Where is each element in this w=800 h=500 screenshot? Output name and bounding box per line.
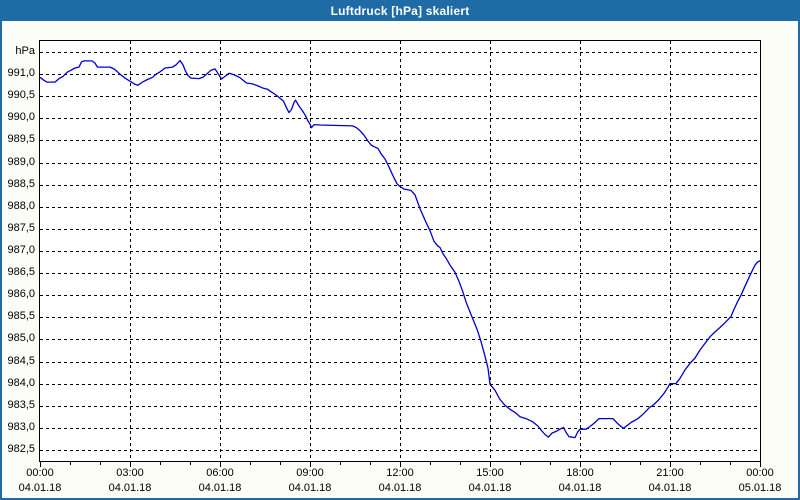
x-axis-label: 09:00 04.01.18 [265, 466, 355, 496]
x-axis-ticks [40, 462, 761, 467]
y-axis-label: 987,0 [7, 244, 35, 256]
x-axis-time-label: 09:00 [296, 467, 324, 479]
y-axis-unit-label: hPa [15, 45, 35, 58]
pressure-line [40, 59, 760, 439]
x-axis-date-label: 04.01.18 [468, 482, 512, 494]
y-axis-label: 983,5 [7, 398, 35, 411]
x-axis-label: 00:00 05.01.18 [715, 466, 800, 496]
y-axis-label: 984,5 [7, 354, 35, 367]
x-axis-time-label: 12:00 [386, 467, 414, 479]
x-axis-label: 00:00 04.01.18 [0, 466, 85, 496]
y-axis-label: 989,5 [7, 133, 35, 146]
x-axis-time-label: 06:00 [206, 467, 234, 479]
x-axis-label: 15:00 04.01.18 [445, 466, 535, 496]
y-axis-label: 985,0 [7, 332, 35, 345]
pressure-chart [40, 41, 760, 461]
x-axis-label: 21:00 04.01.18 [625, 466, 715, 496]
y-axis-label: 989,0 [7, 155, 35, 168]
y-axis-label: 988,5 [7, 177, 35, 190]
y-axis-label: 984,0 [7, 376, 35, 389]
x-axis-label: 12:00 04.01.18 [355, 466, 445, 496]
y-axis-label: 986,5 [7, 266, 35, 279]
window-titlebar: Luftdruck [hPa] skaliert [0, 0, 800, 21]
x-axis-time-label: 21:00 [656, 467, 684, 479]
plot-area [39, 40, 761, 462]
x-axis-label: 03:00 04.01.18 [85, 466, 175, 496]
y-axis-label: 990,0 [7, 111, 35, 124]
x-axis-time-label: 03:00 [116, 467, 144, 479]
x-axis-date-label: 04.01.18 [558, 482, 602, 494]
x-axis-date-label: 04.01.18 [648, 482, 692, 494]
window-title: Luftdruck [hPa] skaliert [330, 3, 470, 18]
x-axis-date-label: 05.01.18 [738, 482, 782, 494]
y-axis-label: 985,5 [7, 310, 35, 323]
y-axis-label: 990,5 [7, 89, 35, 102]
y-axis-label: 982,5 [7, 442, 35, 455]
x-axis-date-label: 04.01.18 [18, 482, 62, 494]
x-axis-date-label: 04.01.18 [288, 482, 332, 494]
x-axis-date-label: 04.01.18 [378, 482, 422, 494]
y-axis-label: 983,0 [7, 420, 35, 433]
x-axis-label: 18:00 04.01.18 [535, 466, 625, 496]
x-axis-time-label: 00:00 [26, 467, 54, 479]
y-axis-label: 986,0 [7, 288, 35, 301]
x-axis-time-label: 15:00 [476, 467, 504, 479]
x-axis-date-label: 04.01.18 [198, 482, 242, 494]
x-axis-date-label: 04.01.18 [108, 482, 152, 494]
y-axis-label: 987,5 [7, 221, 35, 234]
x-axis-time-label: 18:00 [566, 467, 594, 479]
y-axis-label: 988,0 [7, 199, 35, 212]
y-axis-label: 991,0 [7, 67, 35, 80]
x-axis-time-label: 00:00 [746, 467, 774, 479]
x-axis-label: 06:00 04.01.18 [175, 466, 265, 496]
